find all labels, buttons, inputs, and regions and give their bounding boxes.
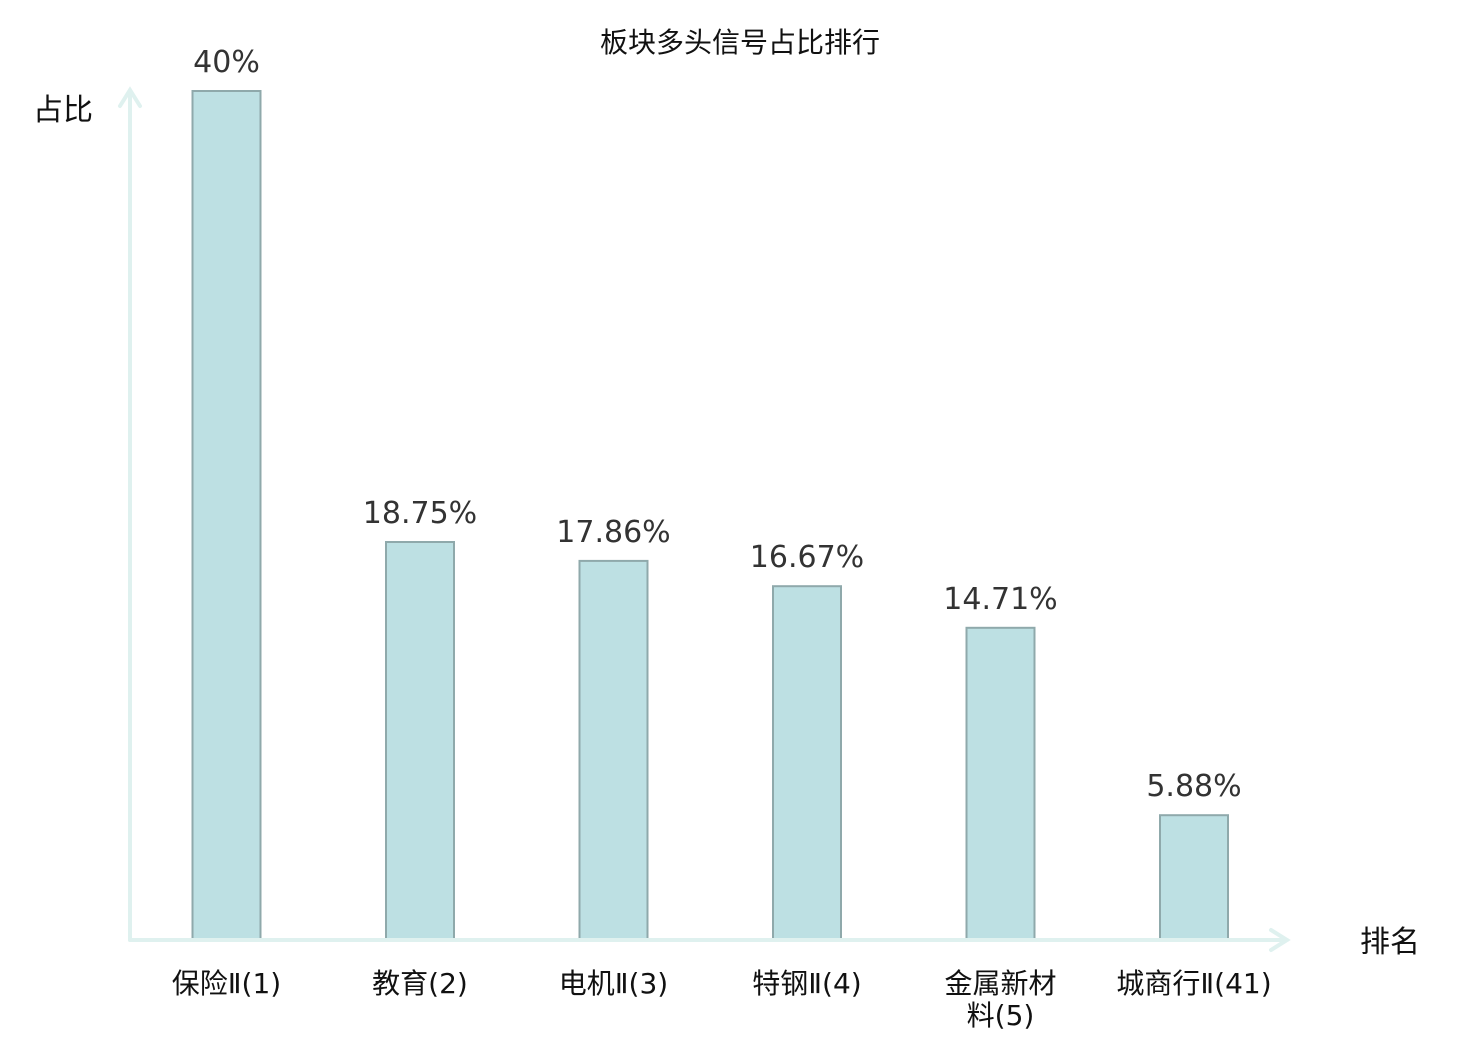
y-axis-line — [118, 86, 142, 942]
value-label-6: 5.88% — [1146, 769, 1241, 804]
x-axis-label: 排名 — [1360, 925, 1420, 960]
category-label-line: 特钢Ⅱ(4) — [752, 967, 861, 1000]
category-label-1: 保险Ⅱ(1) — [172, 967, 281, 1000]
bar-3 — [578, 559, 649, 942]
x-axis-line — [128, 928, 1291, 952]
bar-4 — [772, 585, 842, 941]
category-label-3: 电机Ⅱ(3) — [559, 967, 668, 1000]
value-label-2: 18.75% — [363, 496, 477, 531]
bar-6 — [1159, 814, 1229, 942]
category-label-line: 金属新材 — [944, 967, 1056, 1000]
value-label-1: 40% — [193, 45, 260, 80]
category-labels-group: 保险Ⅱ(1) 教育(2) 电机Ⅱ(3) 特钢Ⅱ(4) 金属新材料(5) 城商行Ⅱ(41) — [172, 967, 1272, 1032]
category-label-5: 金属新材料(5) — [944, 967, 1056, 1032]
value-label-3: 17.86% — [556, 515, 670, 550]
bar-5 — [965, 626, 1036, 941]
category-label-4: 特钢Ⅱ(4) — [752, 967, 861, 1000]
bar-2 — [385, 541, 455, 941]
bar-1 — [191, 90, 262, 941]
category-label-line: 保险Ⅱ(1) — [172, 967, 281, 1000]
chart-title: 板块多头信号占比排行 — [600, 26, 880, 59]
category-label-6: 城商行Ⅱ(41) — [1116, 967, 1271, 1000]
category-label-2: 教育(2) — [372, 967, 468, 1000]
category-label-line: 料(5) — [967, 999, 1035, 1032]
y-axis-label: 占比 — [33, 93, 93, 128]
category-label-line: 教育(2) — [372, 967, 468, 1000]
category-label-line: 城商行Ⅱ(41) — [1116, 967, 1271, 1000]
value-label-5: 14.71% — [943, 582, 1057, 617]
value-labels-group: 40% 18.75% 17.86% 16.67% 14.71% 5.88% — [193, 45, 1242, 804]
category-label-line: 电机Ⅱ(3) — [559, 967, 668, 1000]
value-label-4: 16.67% — [750, 540, 864, 575]
bars-group — [191, 90, 1229, 942]
